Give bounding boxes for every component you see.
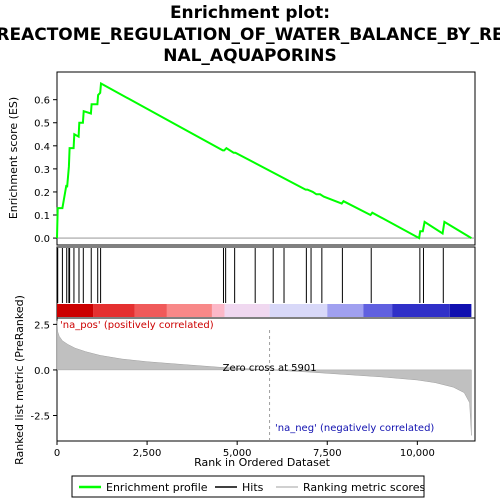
legend: Enrichment profile Hits Ranking metric s… <box>71 475 425 498</box>
xtick-label: 0 <box>54 448 60 459</box>
colorbar-segment <box>57 304 94 317</box>
metric-ytick-label: -2.5 <box>30 411 50 422</box>
colorbar-segment <box>93 304 135 317</box>
xtick-label: 10,000 <box>400 448 435 459</box>
negative-correlation-label: 'na_neg' (negatively correlated) <box>275 423 434 434</box>
x-axis-label: Rank in Ordered Dataset <box>194 456 331 469</box>
metric-panel-frame <box>56 317 476 442</box>
colorbar-segment <box>449 304 472 317</box>
xtick-label: 7,500 <box>313 448 342 459</box>
es-ytick-label: 0.4 <box>34 142 50 153</box>
es-panel-frame <box>56 71 476 246</box>
chart-title-line1: Enrichment plot: <box>170 3 330 23</box>
colorbar-segment <box>211 304 225 317</box>
xtick-label: 2,500 <box>133 448 162 459</box>
es-ytick-label: 0.3 <box>34 165 50 176</box>
ranked-metric-panel: 2.5 0.0 -2.5 0 2,500 5,000 7,500 10,000 Zero c… <box>13 295 476 469</box>
xtick-label: 5,000 <box>223 448 252 459</box>
chart-title-line2: REACTOME_REGULATION_OF_WATER_BALANCE_BY_… <box>0 25 500 45</box>
metric-ytick-label: 0.0 <box>34 366 50 377</box>
legend-box <box>71 475 425 498</box>
legend-hits-label: Hits <box>242 481 264 494</box>
hits-panel <box>56 246 476 319</box>
chart-title-line3: NAL_AQUAPORINS <box>163 46 337 66</box>
legend-ranking-label: Ranking metric scores <box>303 481 425 494</box>
ranking-metric-area <box>56 320 472 436</box>
colorbar-segment <box>269 304 328 317</box>
es-y-axis-label: Enrichment score (ES) <box>7 97 20 219</box>
zero-cross-label: Zero cross at 5901 <box>223 363 317 374</box>
colorbar-segment <box>363 304 393 317</box>
colorbar-segment <box>166 304 212 317</box>
es-ytick-label: 0.2 <box>34 188 50 199</box>
metric-y-axis-label: Ranked list metric (PreRanked) <box>13 295 26 465</box>
enrichment-score-panel: 0.0 0.1 0.2 0.3 0.4 0.5 0.6 Enrichment score (… <box>7 71 476 246</box>
legend-enrichment-label: Enrichment profile <box>106 481 208 494</box>
positive-correlation-label: 'na_pos' (positively correlated) <box>60 320 214 331</box>
es-ytick-label: 0.6 <box>34 96 50 107</box>
colorbar-segment <box>392 304 450 317</box>
es-ytick-label: 0.1 <box>34 211 50 222</box>
colorbar-segment <box>224 304 270 317</box>
colorbar-segment <box>134 304 167 317</box>
es-ytick-label: 0.0 <box>34 234 50 245</box>
enrichment-profile-line <box>56 81 472 240</box>
es-ytick-label: 0.5 <box>34 119 50 130</box>
colorbar-segment <box>327 304 364 317</box>
metric-ytick-label: 2.5 <box>34 320 50 331</box>
